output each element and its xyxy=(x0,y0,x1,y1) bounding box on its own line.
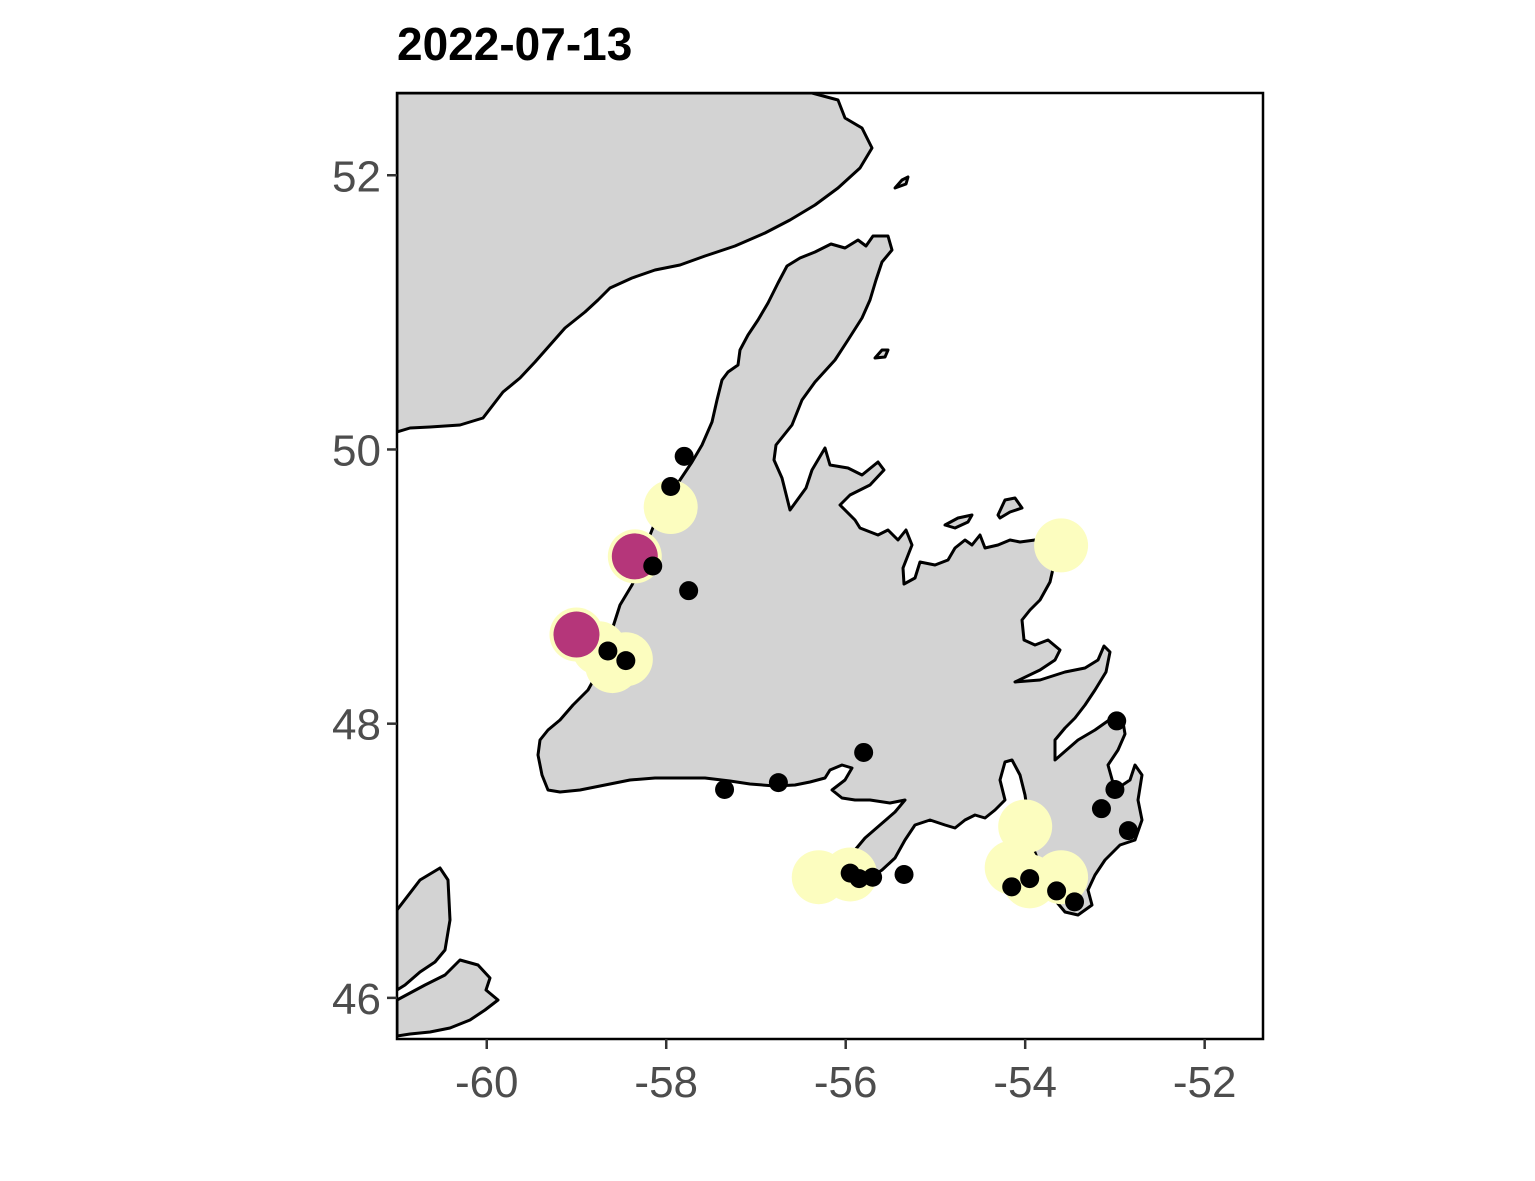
station-point xyxy=(1065,892,1085,912)
station-point xyxy=(894,864,914,884)
station-point xyxy=(1091,799,1111,819)
land-islet-east xyxy=(873,348,890,360)
y-axis: 46 48 50 52 xyxy=(332,152,397,1024)
station-point xyxy=(1107,711,1127,731)
panel-border xyxy=(395,91,1265,1041)
station-point xyxy=(1020,869,1040,889)
station-point xyxy=(674,446,694,466)
station-point xyxy=(598,641,618,661)
land-islet-ne2 xyxy=(996,496,1024,520)
station-layer xyxy=(598,446,1138,912)
land-labrador xyxy=(397,93,874,434)
x-tick-label: -60 xyxy=(455,1058,519,1107)
bubble-high xyxy=(553,611,600,658)
map-panel xyxy=(397,93,1263,1039)
station-point xyxy=(715,779,735,799)
map-title: 2022-07-13 xyxy=(397,18,632,70)
bubble-low xyxy=(1034,518,1089,573)
y-tick-label: 46 xyxy=(332,975,381,1024)
x-axis: -60 -58 -56 -54 -52 xyxy=(455,1039,1237,1107)
station-point xyxy=(1118,821,1138,841)
land-cape-breton xyxy=(397,866,452,992)
station-point xyxy=(854,742,874,762)
bubble-low xyxy=(998,799,1053,854)
x-tick-label: -56 xyxy=(814,1058,878,1107)
station-point xyxy=(1002,877,1022,897)
station-point xyxy=(1047,881,1067,901)
station-point xyxy=(616,651,636,671)
x-tick-label: -54 xyxy=(993,1058,1057,1107)
station-point xyxy=(679,581,699,601)
y-tick-label: 48 xyxy=(332,701,381,750)
land-nova-scotia xyxy=(397,958,500,1038)
station-point xyxy=(643,556,663,576)
land-newfoundland xyxy=(536,234,1144,917)
station-point xyxy=(1105,779,1125,799)
x-tick-label: -52 xyxy=(1173,1058,1237,1107)
station-point xyxy=(768,773,788,793)
y-tick-label: 50 xyxy=(332,426,381,475)
y-tick-label: 52 xyxy=(332,152,381,201)
x-tick-label: -58 xyxy=(634,1058,698,1107)
station-point xyxy=(661,476,681,496)
station-point xyxy=(863,867,883,887)
land-islet-north xyxy=(893,175,910,190)
land-islet-ne1 xyxy=(943,513,974,530)
bubble-low xyxy=(643,480,698,535)
